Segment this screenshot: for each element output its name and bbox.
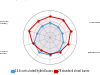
Point bbox=[37, 21, 39, 22]
Legend: 14 bi-articulated hybrid buses, 28 standard diesel buses: 14 bi-articulated hybrid buses, 28 stand… bbox=[10, 68, 90, 74]
Point bbox=[49, 54, 51, 55]
Point bbox=[49, 22, 51, 23]
Polygon shape bbox=[34, 23, 63, 55]
Point bbox=[62, 33, 63, 34]
Point bbox=[70, 30, 71, 31]
Point bbox=[68, 43, 69, 44]
Point bbox=[62, 19, 64, 20]
Point bbox=[38, 52, 40, 53]
Point bbox=[33, 42, 35, 43]
Point bbox=[49, 16, 51, 17]
Point bbox=[28, 30, 30, 31]
Point bbox=[32, 43, 33, 44]
Point bbox=[40, 50, 42, 51]
Point bbox=[59, 50, 60, 51]
Point bbox=[57, 26, 59, 27]
Point bbox=[36, 33, 38, 34]
Point bbox=[63, 41, 64, 42]
Point bbox=[49, 54, 51, 56]
Polygon shape bbox=[29, 16, 70, 54]
Point bbox=[60, 51, 61, 52]
Point bbox=[41, 26, 42, 27]
